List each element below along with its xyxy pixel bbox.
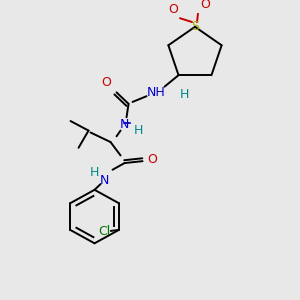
Text: N: N xyxy=(120,118,129,131)
Text: S: S xyxy=(191,20,199,33)
Text: O: O xyxy=(168,3,178,16)
Text: O: O xyxy=(148,153,158,166)
Text: NH: NH xyxy=(147,86,166,99)
Text: H: H xyxy=(180,88,189,101)
Text: N: N xyxy=(100,174,109,187)
Text: O: O xyxy=(200,0,210,11)
Text: H: H xyxy=(134,124,143,137)
Text: O: O xyxy=(102,76,112,89)
Text: Cl: Cl xyxy=(99,225,111,238)
Text: H: H xyxy=(90,166,99,179)
